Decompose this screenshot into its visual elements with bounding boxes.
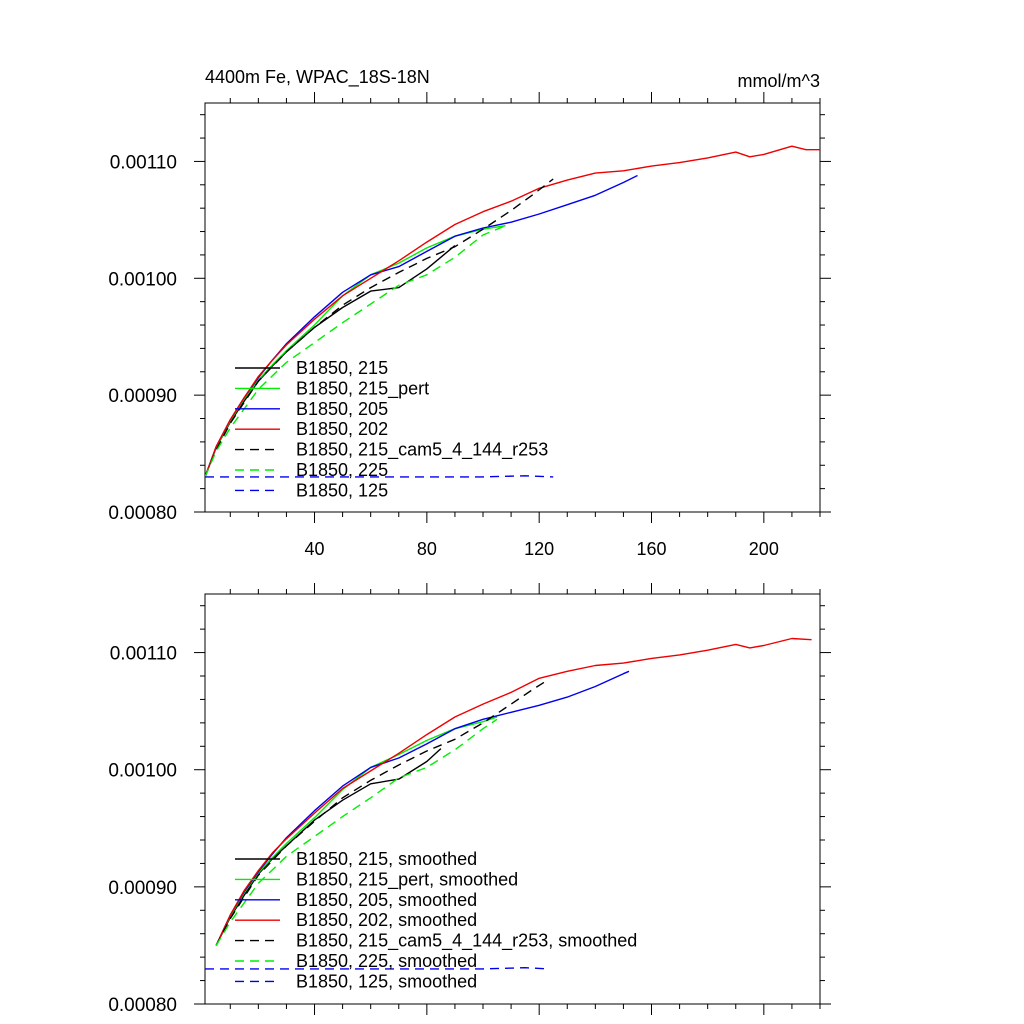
top-legend-label-3: B1850, 202 <box>296 419 388 439</box>
bottom-series-line-6 <box>205 967 548 970</box>
top-panel-title: 4400m Fe, WPAC_18S-18N <box>205 67 430 88</box>
top-y-tick-label: 0.00100 <box>108 269 177 290</box>
top-x-tick-label: 160 <box>636 539 666 559</box>
bottom-series-line-3 <box>215 637 812 946</box>
top-x-tick-label: 120 <box>524 539 554 559</box>
bottom-legend-label-2: B1850, 205, smoothed <box>296 890 477 910</box>
bottom-y-tick-label: 0.00110 <box>110 644 177 665</box>
top-legend-label-2: B1850, 205 <box>296 399 388 419</box>
top-y-tick-label: 0.00110 <box>110 152 177 173</box>
top-x-tick-label: 40 <box>305 539 325 559</box>
bottom-panel: 0.00080 0.00090 0.00100 0.00110 B1850, 215, … <box>108 583 831 1016</box>
top-legend-label-1: B1850, 215_pert <box>296 378 429 399</box>
top-panel: 4400m Fe, WPAC_18S-18N mmol/m^3 40 80 120 1… <box>108 67 831 559</box>
top-y-tick-label: 0.00080 <box>108 503 177 524</box>
bottom-plot-frame <box>204 593 821 1005</box>
bottom-legend-label-6: B1850, 125, smoothed <box>296 971 477 991</box>
bottom-legend-label-0: B1850, 215, smoothed <box>296 849 477 869</box>
bottom-legend-label-4: B1850, 215_cam5_4_144_r253, smoothed <box>296 931 637 952</box>
bottom-y-tick-label: 0.00080 <box>108 995 177 1016</box>
top-legend-label-0: B1850, 215 <box>296 358 388 378</box>
top-series-line-5 <box>205 225 506 478</box>
top-plot-frame <box>204 102 821 513</box>
bottom-legend-label-1: B1850, 215_pert, smoothed <box>296 869 518 890</box>
bottom-series-group <box>205 637 812 970</box>
top-legend-label-4: B1850, 215_cam5_4_144_r253 <box>296 440 548 461</box>
bottom-series-line-5 <box>215 718 498 946</box>
bottom-legend-label-5: B1850, 225, smoothed <box>296 951 477 971</box>
bottom-y-tick-label: 0.00100 <box>108 761 177 782</box>
bottom-legend-label-3: B1850, 202, smoothed <box>296 910 477 930</box>
top-series-line-6 <box>205 475 554 478</box>
top-x-tick-label: 80 <box>417 539 437 559</box>
top-panel-units: mmol/m^3 <box>738 71 820 91</box>
top-legend-label-5: B1850, 225 <box>296 460 388 480</box>
top-legend-label-6: B1850, 125 <box>296 480 388 500</box>
bottom-y-tick-label: 0.00090 <box>108 878 177 899</box>
top-x-tick-label: 200 <box>749 539 779 559</box>
bottom-series-line-4 <box>215 681 546 946</box>
top-y-tick-label: 0.00090 <box>108 386 177 407</box>
